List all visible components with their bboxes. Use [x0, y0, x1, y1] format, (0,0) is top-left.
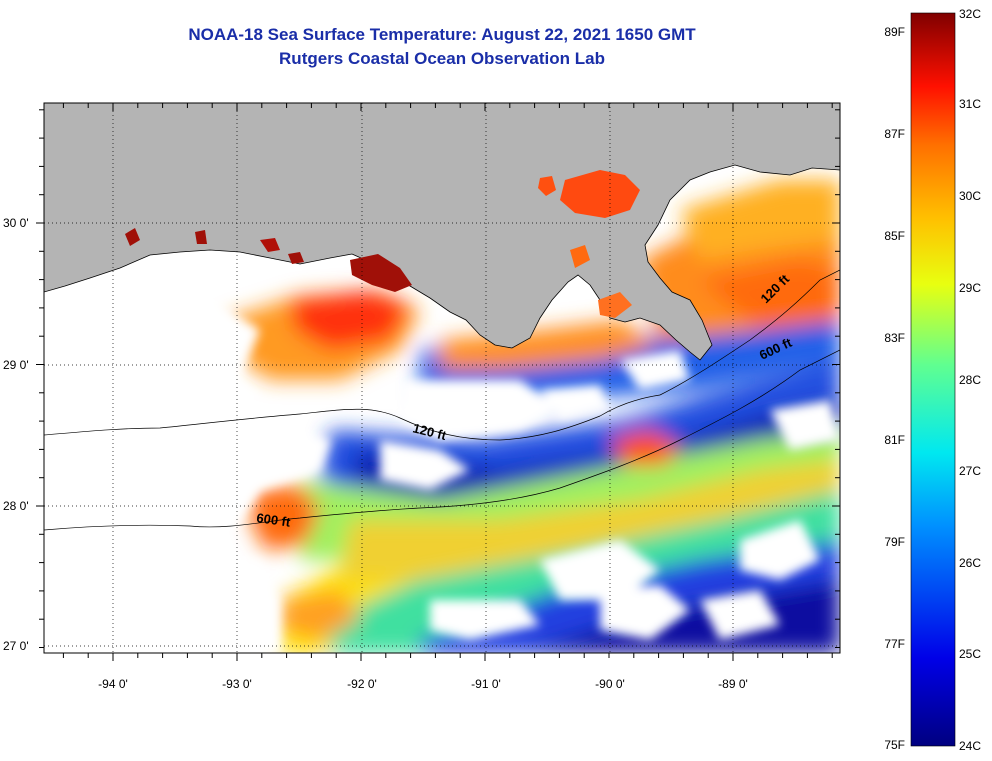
map-frame [43, 102, 841, 654]
contour-600ft [44, 349, 840, 531]
colorbar-c-label: 31C [959, 97, 981, 111]
lon-label: -89 0' [718, 677, 748, 691]
axis-ticks [36, 103, 840, 661]
colorbar-f-label: 87F [884, 127, 905, 141]
contour-120ft-east [659, 269, 840, 396]
lon-label: -94 0' [98, 677, 128, 691]
lon-label: -93 0' [222, 677, 252, 691]
colorbar-c-label: 29C [959, 281, 981, 295]
map-subtitle: Rutgers Coastal Ocean Observation Lab [279, 49, 605, 68]
depth-contours [44, 269, 840, 531]
lon-label: -90 0' [595, 677, 625, 691]
colorbar-c-label: 28C [959, 373, 981, 387]
contour-label-600ft: 600 ft [256, 510, 292, 530]
colorbar-gradient [910, 12, 956, 747]
colorbar-f-label: 85F [884, 229, 905, 243]
lon-label: -92 0' [347, 677, 377, 691]
colorbar-f-label: 77F [884, 637, 905, 651]
colorbar-f-label: 75F [884, 738, 905, 752]
coastal-warm-patches [125, 170, 640, 318]
colorbar-c-label: 25C [959, 647, 981, 661]
land-mass [44, 103, 840, 361]
colorbar-f-label: 81F [884, 433, 905, 447]
colorbar-c-label: 32C [959, 7, 981, 21]
contour-120ft-west [44, 394, 661, 441]
sst-field [44, 180, 840, 653]
colorbar-c-label: 27C [959, 464, 981, 478]
colorbar-c-label: 24C [959, 739, 981, 753]
colorbar-f-label: 89F [884, 25, 905, 39]
lat-label: 28 0' [3, 499, 29, 513]
colorbar-c-label: 30C [959, 189, 981, 203]
map-title: NOAA-18 Sea Surface Temperature: August … [188, 25, 696, 44]
lat-lon-grid [44, 103, 840, 653]
lon-label: -91 0' [471, 677, 501, 691]
colorbar-c-label: 26C [959, 556, 981, 570]
lat-label: 27 0' [3, 639, 29, 653]
lat-label: 29 0' [3, 358, 29, 372]
lat-label: 30 0' [3, 216, 29, 230]
colorbar-f-label: 79F [884, 535, 905, 549]
colorbar-f-label: 83F [884, 331, 905, 345]
